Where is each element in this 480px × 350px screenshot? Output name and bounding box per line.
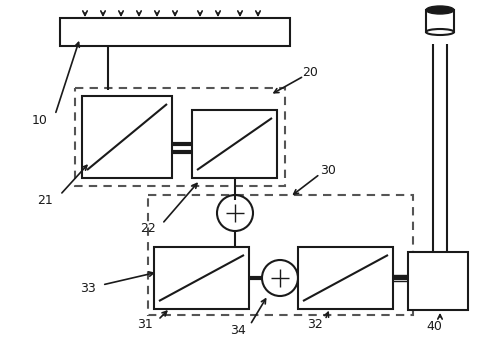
Text: 31: 31 [137, 318, 153, 331]
Text: 21: 21 [37, 194, 53, 206]
Bar [426, 10, 454, 32]
Ellipse shape [426, 6, 454, 14]
Bar [82, 96, 172, 178]
Bar [298, 247, 393, 309]
Bar [148, 195, 413, 315]
Text: 30: 30 [320, 163, 336, 176]
Ellipse shape [426, 29, 454, 35]
Text: 20: 20 [302, 65, 318, 78]
Bar [154, 247, 249, 309]
Text: 34: 34 [230, 323, 246, 336]
Text: 33: 33 [80, 281, 96, 294]
Bar [192, 110, 277, 178]
Text: 40: 40 [426, 320, 442, 332]
Text: 10: 10 [32, 113, 48, 126]
Text: 32: 32 [307, 318, 323, 331]
Bar [75, 88, 285, 186]
Bar [60, 18, 290, 46]
Text: 22: 22 [140, 222, 156, 235]
Bar [408, 252, 468, 310]
